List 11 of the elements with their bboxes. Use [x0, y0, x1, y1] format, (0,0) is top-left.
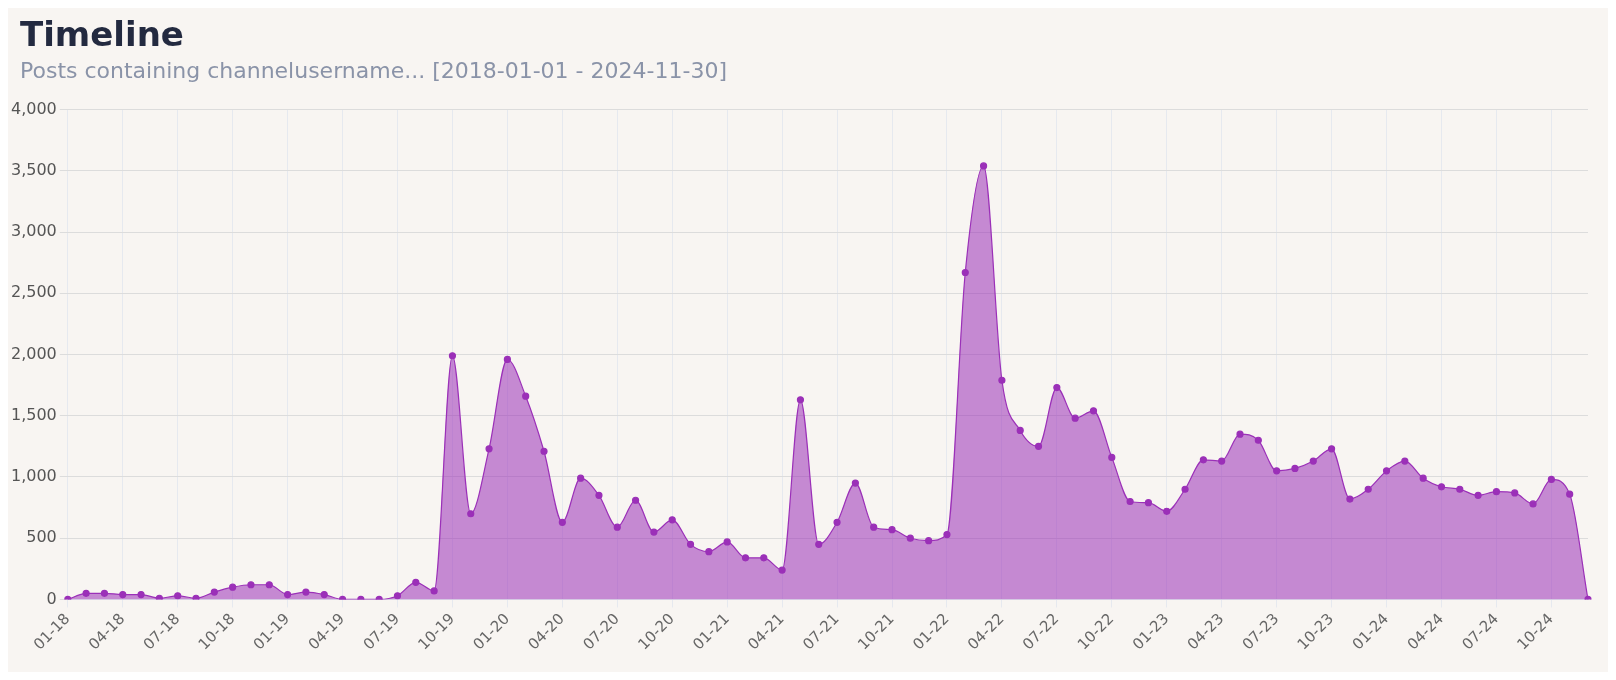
- y-tick-label: 3,500: [10, 159, 57, 179]
- y-tick-label: 3,000: [10, 221, 57, 241]
- y-tick-label: 1,500: [10, 404, 57, 424]
- chart-subtitle: Posts containing channelusername... [2018-01-01 - 2024-11-30]: [20, 58, 728, 83]
- y-tick-label: 1,000: [10, 466, 57, 486]
- y-tick-label: 2,500: [10, 282, 57, 302]
- y-tick-label: 2,000: [10, 343, 57, 363]
- chart-title: Timeline: [20, 14, 185, 54]
- y-tick-label: 4,000: [10, 98, 57, 118]
- y-tick-label: 500: [26, 527, 57, 547]
- y-tick-label: 0: [46, 588, 57, 608]
